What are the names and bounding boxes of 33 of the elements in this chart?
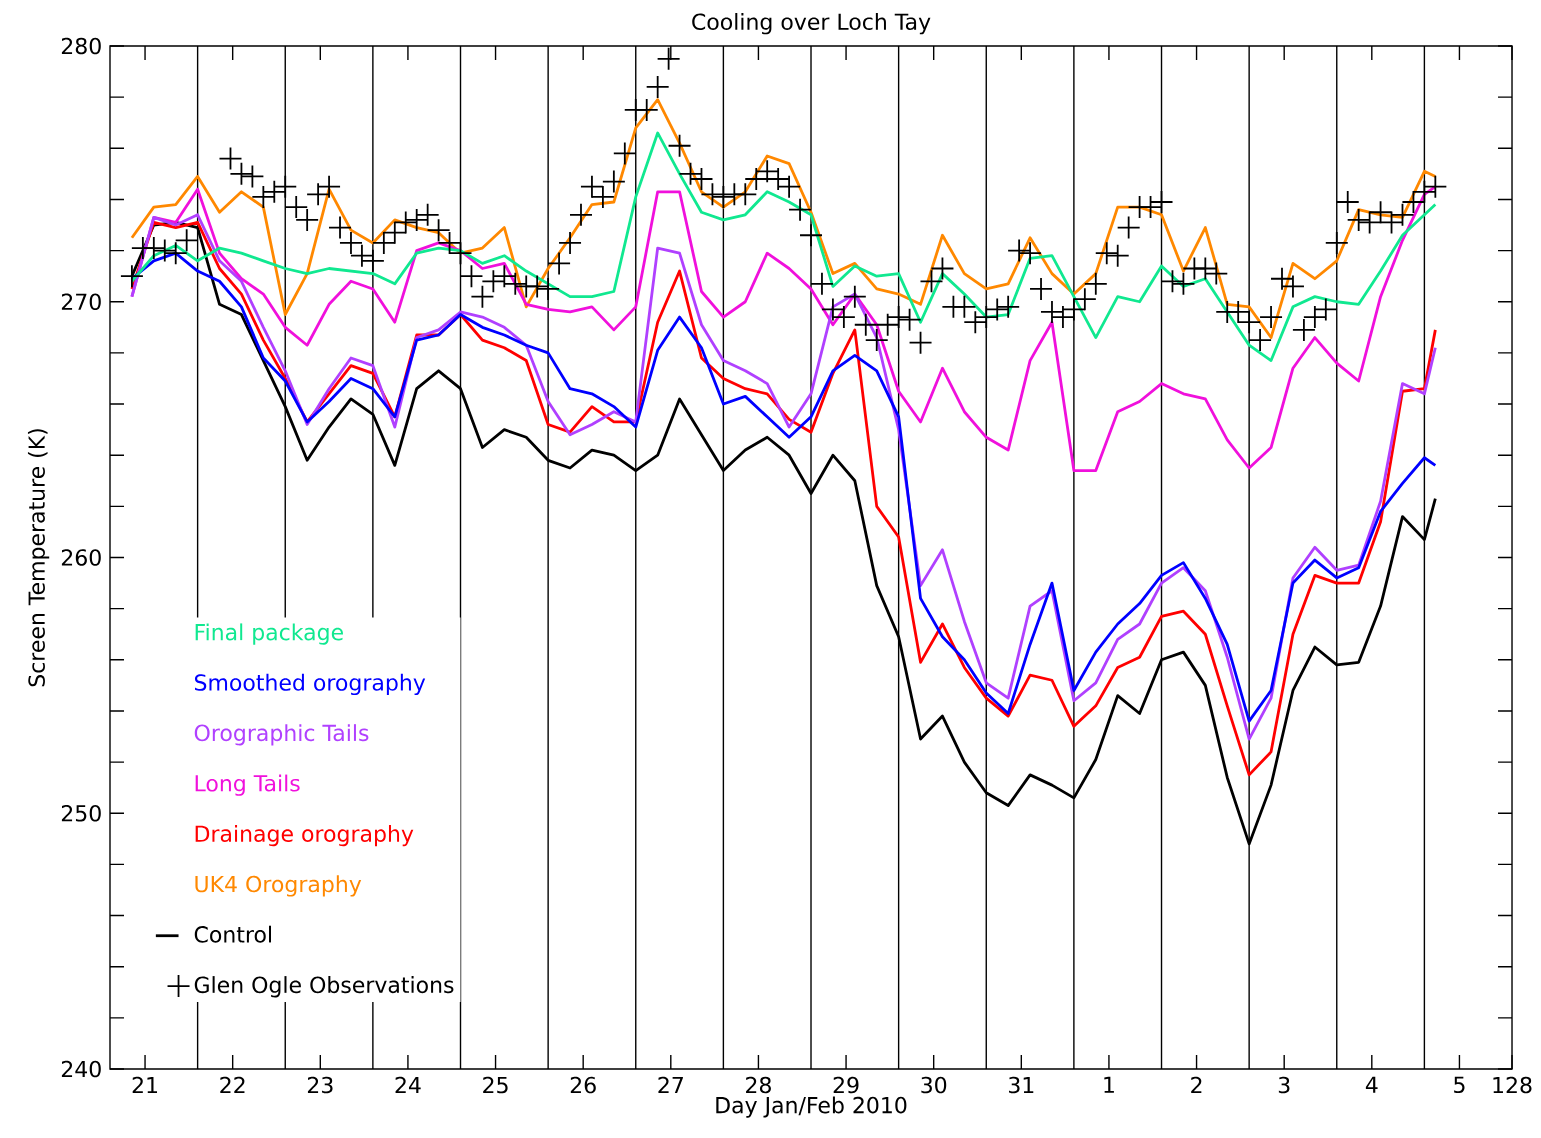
x-tick-label: 22	[220, 1076, 245, 1094]
chart-title: Cooling over Loch Tay	[692, 13, 931, 35]
x-tick-label: 29	[833, 1076, 859, 1094]
x-tick-label: 23	[307, 1076, 333, 1094]
y-tick-label: 250	[61, 804, 101, 822]
x-tick-label: 27	[658, 1076, 683, 1094]
text: Smoothed orography	[194, 673, 426, 696]
y-tick-label: 260	[61, 549, 101, 566]
x-axis-title: Day Jan/Feb 2010	[716, 1096, 907, 1118]
legend-label: Control	[194, 925, 272, 943]
y-tick-label: 270	[61, 293, 101, 311]
x-tick-label: 3	[1278, 1076, 1290, 1094]
text: UK4 Orography	[195, 875, 362, 897]
y-tick-label: 280	[61, 37, 101, 55]
x-tick-label: 128	[1493, 1076, 1532, 1094]
x-tick-label: 24	[395, 1076, 421, 1094]
y-axis-title: Screen Temperature (K)	[27, 429, 50, 687]
x-tick-label: 5	[1454, 1076, 1465, 1094]
x-tick-label: 26	[570, 1076, 596, 1094]
text: Drainage orography	[195, 824, 414, 847]
y-tick-label: 240	[61, 1060, 101, 1078]
x-tick-label: 1	[1104, 1076, 1114, 1093]
x-tick-label: 4	[1365, 1076, 1378, 1093]
x-tick-label: 30	[921, 1076, 947, 1094]
text: Long Tails	[195, 774, 300, 796]
x-tick-label: 28	[746, 1076, 771, 1094]
x-tick-label: 25	[483, 1076, 508, 1094]
legend-label: Glen Ogle Observations	[194, 976, 454, 998]
text: Final package	[195, 623, 343, 645]
text: Orographic Tails	[194, 724, 369, 746]
x-tick-label: 21	[132, 1076, 158, 1094]
x-tick-label: 31	[1009, 1076, 1034, 1094]
x-tick-label: 2	[1191, 1076, 1202, 1094]
